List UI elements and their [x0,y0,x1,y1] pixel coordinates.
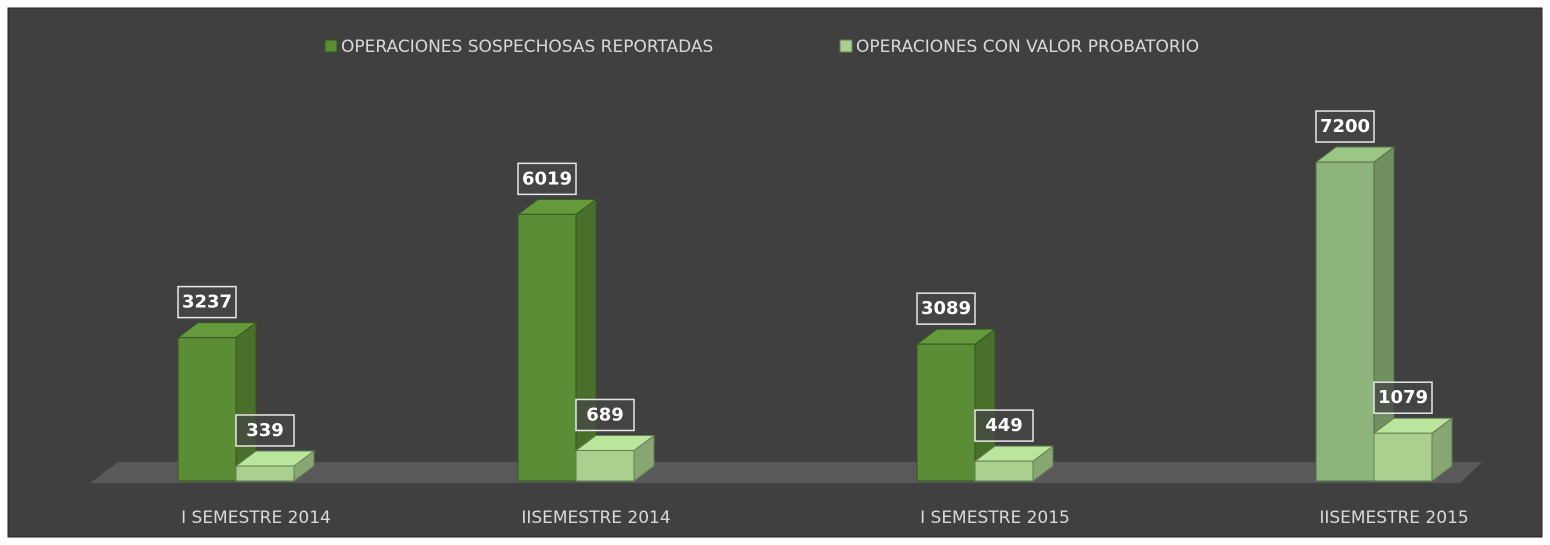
value-label-box [517,162,577,196]
value-label: 7200 [1320,116,1370,137]
x-tick-label: I SEMESTRE 2014 [181,508,331,528]
value-label: 449 [985,415,1023,436]
bar-front [235,465,295,482]
bar-front [1315,161,1375,482]
bar-front [1373,432,1433,482]
value-label-box [1373,381,1433,414]
legend-label: OPERACIONES CON VALOR PROBATORIO [856,37,1199,57]
floor [90,462,1482,483]
chart-background [7,7,1543,538]
value-label-box [916,292,976,325]
value-label: 689 [586,404,624,425]
value-label: 3237 [182,292,232,313]
bar-front [517,213,577,482]
bar [973,445,1055,482]
legend-swatch [839,39,853,53]
value-label-box [974,409,1034,442]
x-tick-label: IISEMESTRE 2014 [521,508,670,528]
bar-front [916,343,976,482]
bar [176,321,258,482]
value-label-box [177,285,237,319]
value-label: 3089 [921,298,971,319]
legend-swatch [324,39,338,53]
x-tick-label: IISEMESTRE 2015 [1319,508,1468,528]
bar-front [177,337,237,482]
legend-label: OPERACIONES SOSPECHOSAS REPORTADAS [341,37,713,57]
value-label-box [1315,110,1375,143]
bar [234,449,316,482]
value-label-box [575,398,635,432]
value-label: 339 [246,420,284,441]
value-label: 1079 [1378,387,1428,408]
bar [574,434,656,482]
bar-front [974,460,1034,482]
bar-front [575,449,635,482]
value-label: 6019 [522,168,572,189]
x-tick-label: I SEMESTRE 2015 [920,508,1070,528]
bar [516,198,598,482]
bar [915,328,997,482]
bar [1372,417,1454,482]
value-label-box [235,414,295,447]
